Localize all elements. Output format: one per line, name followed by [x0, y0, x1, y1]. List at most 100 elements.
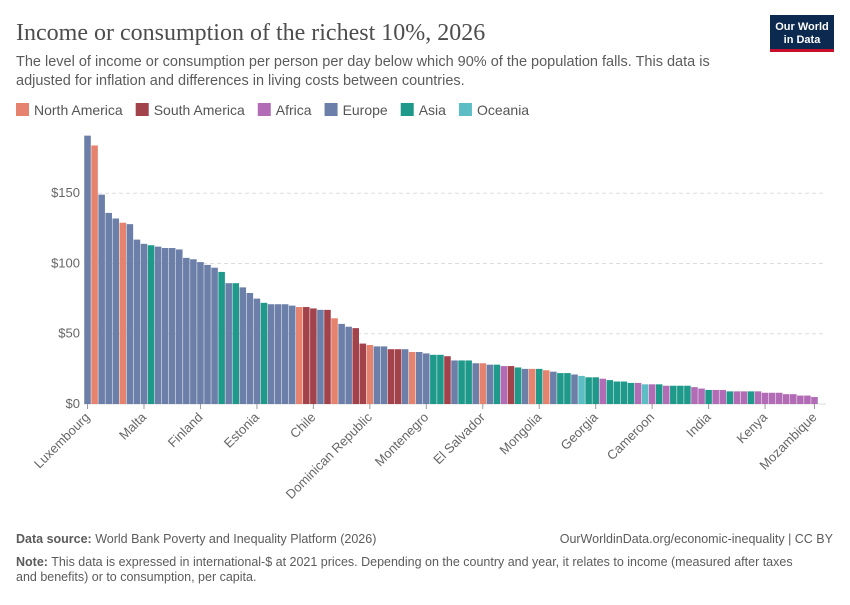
bar: [204, 264, 211, 404]
bar: [451, 360, 458, 404]
bar: [394, 349, 402, 404]
bar: [550, 371, 557, 404]
bar: [507, 366, 515, 404]
bar: [317, 309, 324, 404]
bar: [274, 304, 282, 404]
bar: [366, 344, 374, 404]
bar: [790, 394, 797, 404]
legend-label: Europe: [343, 102, 388, 118]
bar: [444, 356, 451, 404]
note: Note: This data is expressed in internat…: [16, 555, 793, 569]
bar: [232, 283, 240, 404]
x-tick-label: Malta: [116, 409, 150, 443]
bar: [782, 394, 790, 404]
x-tick-label: Chile: [287, 410, 319, 442]
bar: [352, 328, 359, 404]
bar: [176, 249, 183, 404]
logo[interactable]: Our World in Data: [770, 15, 834, 52]
legend-item[interactable]: Africa: [257, 102, 312, 118]
legend: North America South America Africa Europe As…: [16, 102, 529, 118]
source: Data source: World Bank Poverty and Ineq…: [16, 532, 376, 546]
bar: [288, 305, 296, 404]
source-label: Data source:: [16, 532, 92, 546]
bar: [641, 384, 649, 404]
legend-swatch: [135, 103, 149, 116]
bar: [190, 259, 197, 404]
bar: [133, 239, 141, 404]
bar: [253, 298, 261, 404]
bar: [401, 349, 409, 404]
x-tick-label: Finland: [165, 410, 206, 451]
bar: [627, 382, 635, 404]
bar: [592, 377, 599, 404]
bar: [719, 389, 726, 404]
bar: [423, 353, 430, 404]
bar: [747, 391, 755, 404]
chart-title: Income or consumption of the richest 10%…: [16, 20, 485, 46]
bar: [493, 364, 501, 404]
bar: [437, 354, 444, 404]
bar: [662, 385, 670, 404]
bar: [535, 368, 543, 404]
bar: [168, 248, 176, 404]
y-tick-label: $100: [51, 255, 80, 270]
logo-text: Our World: [775, 21, 829, 33]
x-tick-label: El Salvador: [430, 409, 488, 467]
bar: [620, 381, 628, 404]
bar: [472, 363, 479, 404]
bar: [211, 267, 218, 404]
legend-swatch: [458, 103, 472, 116]
bar: [585, 377, 592, 404]
bar: [458, 360, 465, 404]
bar: [387, 349, 395, 404]
bar: [606, 380, 614, 404]
bar: [479, 363, 487, 404]
bar: [804, 395, 811, 404]
bar: [415, 352, 423, 404]
source-text: World Bank Poverty and Inequality Platfo…: [95, 532, 376, 546]
bar: [705, 389, 712, 404]
legend-item[interactable]: Oceania: [458, 102, 529, 118]
bar: [754, 391, 762, 404]
bar: [225, 283, 232, 404]
bar: [677, 385, 684, 404]
bar: [84, 135, 91, 404]
link[interactable]: OurWorldinData.org/economic-inequality |…: [560, 532, 834, 546]
note-label: Note:: [16, 555, 48, 569]
bar: [218, 271, 225, 404]
subtitle: adjusted for inflation and differences i…: [16, 73, 465, 89]
legend-item[interactable]: South America: [135, 102, 245, 118]
bar: [310, 308, 317, 404]
bar: [578, 375, 585, 404]
bar: [408, 352, 416, 404]
bar: [528, 368, 536, 404]
x-tick-label: Kenya: [734, 409, 771, 446]
bar: [768, 392, 776, 404]
bar: [670, 385, 677, 404]
bar: [105, 212, 112, 404]
legend-item[interactable]: North America: [16, 102, 123, 118]
bar: [712, 389, 719, 404]
x-tick-label: Georgia: [557, 409, 601, 453]
bar: [613, 381, 621, 404]
bar: [239, 287, 247, 404]
bar: [197, 262, 204, 404]
logo-box: [770, 15, 834, 52]
bar: [557, 373, 564, 404]
legend-label: Africa: [276, 102, 312, 118]
bar: [281, 304, 289, 404]
bar: [345, 326, 352, 404]
legend-item[interactable]: Europe: [324, 102, 388, 118]
legend-item[interactable]: Asia: [400, 102, 446, 118]
bar: [267, 304, 275, 404]
legend-label: South America: [154, 102, 245, 118]
bar: [91, 145, 98, 404]
bar: [564, 373, 571, 404]
legend-label: Asia: [419, 102, 446, 118]
x-tick-label: Luxembourg: [31, 410, 93, 472]
bar: [140, 243, 148, 404]
bar: [514, 367, 522, 404]
bar: [303, 307, 310, 404]
bar: [331, 318, 338, 404]
bar: [521, 368, 529, 404]
